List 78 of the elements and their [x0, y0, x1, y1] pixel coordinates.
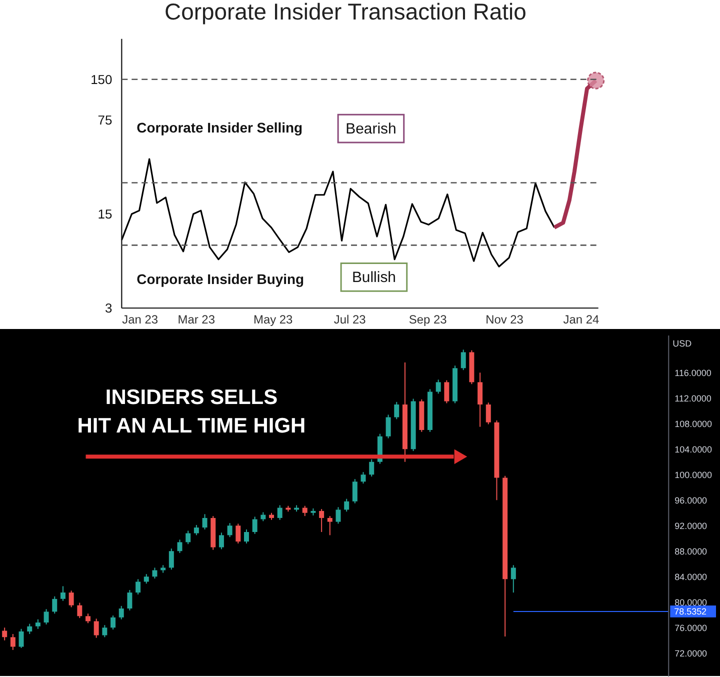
candlestick [86, 613, 90, 624]
candlestick [177, 539, 182, 554]
candlestick [319, 508, 324, 532]
x-tick-label: Nov 23 [486, 312, 524, 327]
candlestick [252, 516, 258, 534]
candlestick [68, 590, 74, 608]
candlestick [277, 504, 282, 520]
annotation: INSIDERS SELLS HIT AN ALL TIME HIGH [77, 386, 306, 438]
candlestick [460, 349, 466, 371]
y-tick-label: 84.0000 [674, 572, 708, 582]
y-tick-label: 80.0000 [674, 598, 708, 608]
candlestick [10, 633, 16, 650]
candlestick [218, 532, 224, 550]
x-tick-label: May 23 [253, 312, 294, 327]
chart-title: Corporate Insider Transaction Ratio [164, 0, 526, 24]
annotation: Bearish [346, 120, 396, 138]
y-tick-label: 116.0000 [674, 368, 712, 378]
candlestick [336, 506, 341, 524]
x-tick-label: Jul 23 [334, 312, 366, 327]
x-tick-label: Jan 23 [122, 312, 158, 327]
candlestick [302, 505, 308, 517]
candlestick [510, 564, 516, 594]
candlestick [77, 602, 82, 619]
candlestick [44, 608, 49, 625]
candlestick [386, 414, 391, 439]
candlestick [110, 615, 116, 630]
candlestick [352, 478, 358, 504]
candlestick [360, 472, 366, 484]
candlestick [52, 596, 58, 614]
y-tick-label: 72.0000 [674, 648, 708, 659]
candlestick [236, 523, 241, 544]
candlestick [2, 627, 8, 641]
y-tick-label: 150 [90, 72, 112, 87]
candlestick [127, 590, 132, 611]
annotation: Corporate Insider Selling [136, 120, 303, 136]
y-tick-label: 15 [98, 206, 112, 222]
line-series [120, 158, 556, 268]
candlestick [327, 516, 332, 536]
x-tick-label: Jan 24 [563, 312, 600, 327]
annotation: Bullish [352, 269, 396, 286]
y-tick-label: 88.0000 [674, 546, 708, 557]
candlestick [118, 605, 124, 620]
y-tick-label: 96.0000 [674, 496, 708, 506]
y-tick-label: 112.0000 [674, 394, 712, 404]
candlestick [202, 514, 208, 530]
y-axis-title: USD [672, 338, 692, 348]
y-tick-label: 75 [98, 112, 112, 128]
candlestick [394, 401, 400, 420]
candlestick [168, 548, 174, 570]
y-tick-label: 108.0000 [674, 419, 712, 430]
candlestick [186, 530, 191, 545]
candlestick [486, 402, 491, 425]
y-tick-label: 104.0000 [674, 444, 712, 455]
y-tick-label: 76.0000 [674, 623, 708, 634]
x-tick-label: Sep 23 [408, 312, 448, 327]
candlestick [478, 372, 483, 428]
candlestick [94, 618, 99, 638]
candlestick [369, 458, 374, 478]
candlestick [444, 380, 450, 404]
candlestick [344, 498, 350, 512]
candlestick [144, 574, 149, 584]
candlestick [194, 524, 199, 536]
candlestick [152, 567, 158, 580]
y-tick-label: 3 [104, 300, 112, 316]
ref-line-label: 78.5352 [674, 606, 707, 616]
candlestick [27, 623, 32, 634]
candlestick [18, 628, 24, 649]
candlestick [60, 586, 66, 602]
candlestick [244, 528, 249, 544]
candlestick [227, 522, 232, 538]
candlestick [35, 618, 40, 630]
candlestick [136, 578, 141, 595]
y-tick-label: 92.0000 [674, 521, 708, 532]
x-tick-label: Mar 23 [178, 312, 216, 327]
candlestick [436, 379, 441, 394]
candlestick [102, 624, 108, 638]
y-tick-label: 100.0000 [674, 470, 712, 480]
annotation: Corporate Insider Buying [136, 271, 304, 288]
